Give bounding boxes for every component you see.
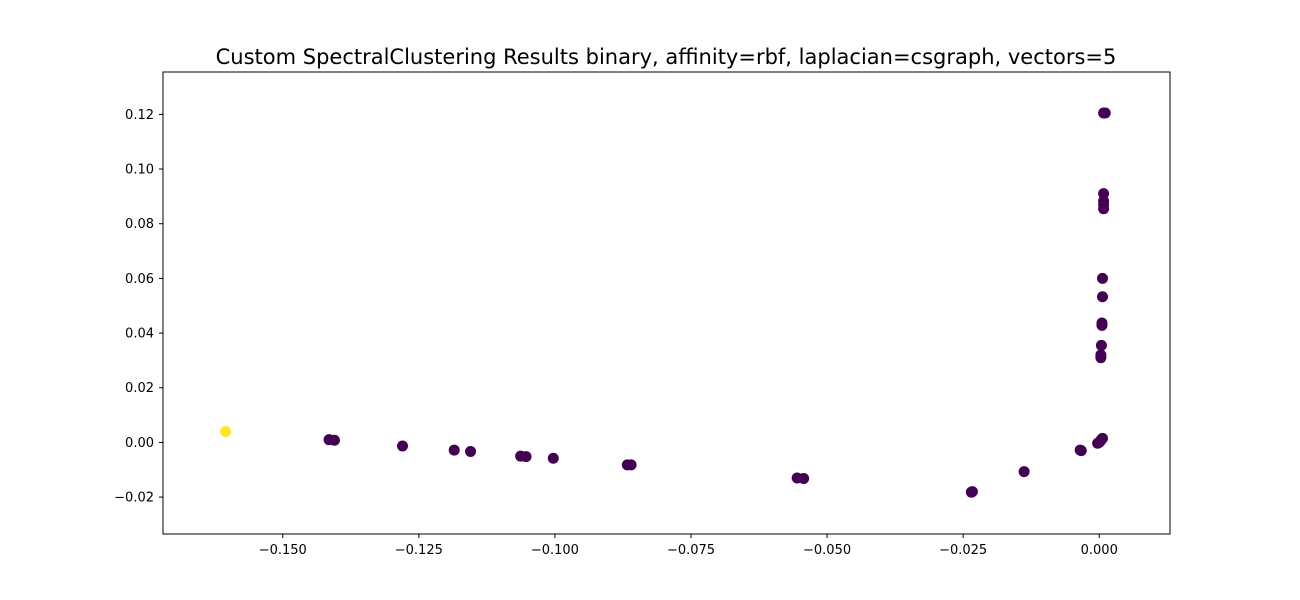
data-point-28 <box>1097 291 1109 303</box>
data-point-12 <box>798 473 810 485</box>
points-layer <box>220 107 1111 498</box>
y-tick-label: 0.08 <box>125 217 154 232</box>
x-tick-label: −0.125 <box>395 543 443 558</box>
data-point-27 <box>1096 317 1108 329</box>
data-point-7 <box>520 451 532 463</box>
data-point-24 <box>1095 349 1107 361</box>
data-point-22 <box>1097 432 1109 444</box>
data-point-33 <box>1098 188 1110 200</box>
data-point-17 <box>1075 445 1087 457</box>
data-point-3 <box>397 440 409 452</box>
axes-layer: −0.150 −0.125 −0.100 −0.075 −0.050 −0.025 0.00… <box>114 71 1171 558</box>
chart-title: Custom SpectralClustering Results binary… <box>216 45 1117 69</box>
x-tick-label: −0.100 <box>531 543 579 558</box>
y-tick-label: 0.12 <box>125 108 154 123</box>
x-tick-label: 0.000 <box>1081 543 1118 558</box>
x-tick-label: −0.150 <box>259 543 307 558</box>
data-point-15 <box>1018 466 1030 478</box>
x-tick-label: −0.025 <box>939 543 987 558</box>
data-point-5 <box>465 445 477 457</box>
data-point-10 <box>625 459 637 471</box>
data-point-29 <box>1097 272 1109 284</box>
data-point-25 <box>1095 339 1107 351</box>
y-tick-label: 0.00 <box>125 436 154 451</box>
x-tick-label: −0.075 <box>667 543 715 558</box>
data-point-0 <box>220 425 232 437</box>
y-tick-label: 0.02 <box>125 381 154 396</box>
y-tick-label: −0.02 <box>114 491 154 506</box>
data-point-8 <box>547 452 559 464</box>
data-point-35 <box>1099 107 1111 119</box>
y-tick-label: 0.10 <box>125 163 154 178</box>
y-tick-label: 0.06 <box>125 272 154 287</box>
x-tick-label: −0.050 <box>803 543 851 558</box>
data-point-4 <box>448 444 460 456</box>
data-point-2 <box>328 434 340 446</box>
data-point-14 <box>966 486 978 498</box>
y-tick-label: 0.04 <box>125 327 154 342</box>
plot-frame <box>162 71 1171 535</box>
